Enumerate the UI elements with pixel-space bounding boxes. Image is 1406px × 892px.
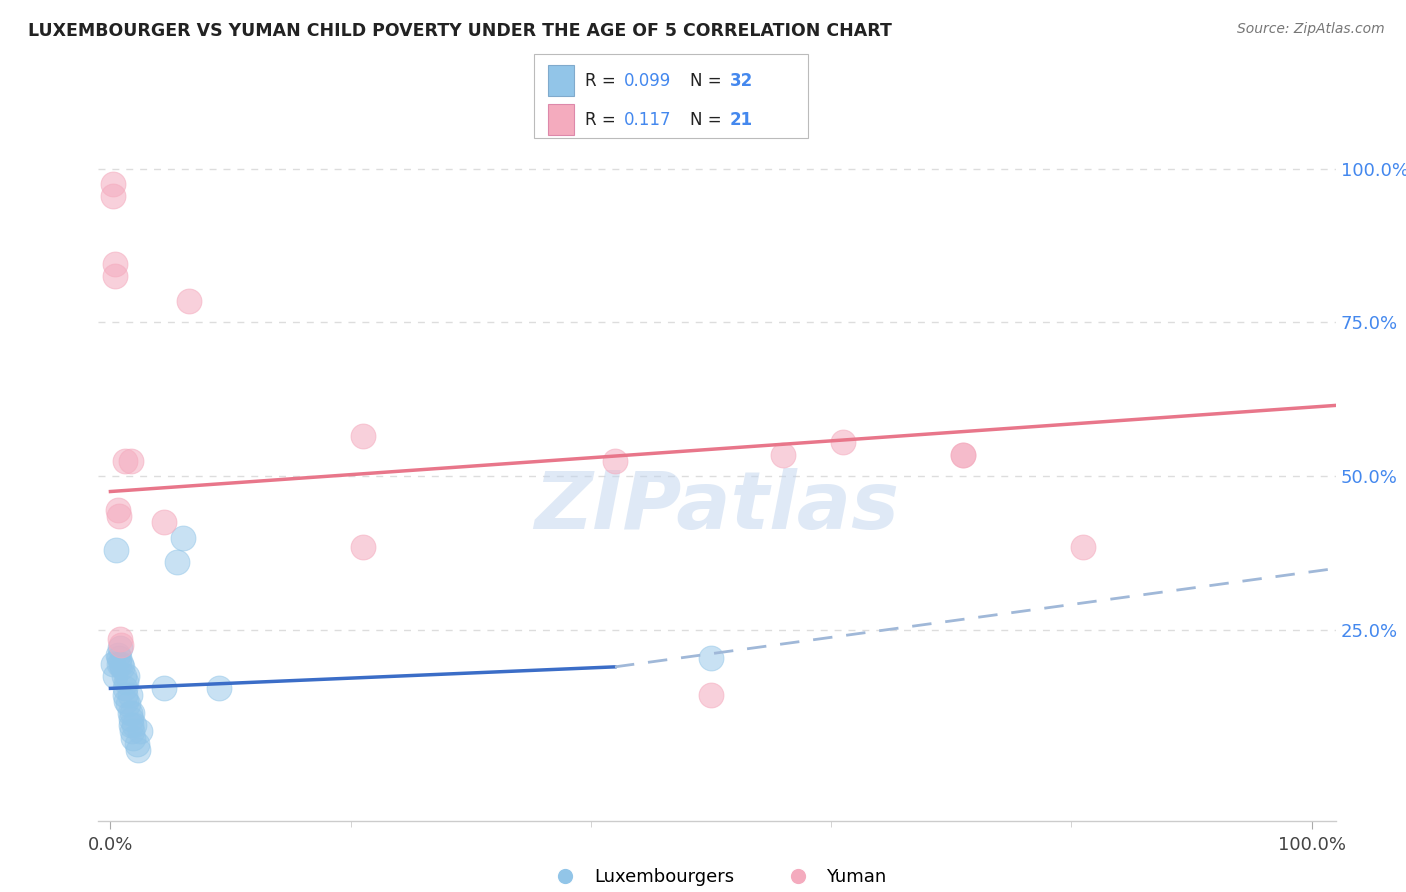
Point <box>108 657 131 671</box>
Point <box>125 737 148 751</box>
Point <box>114 454 136 468</box>
Text: R =: R = <box>585 71 621 89</box>
Point <box>101 177 124 191</box>
Point <box>118 688 141 702</box>
Point <box>952 448 974 462</box>
Point <box>120 718 142 732</box>
Text: N =: N = <box>690 111 727 128</box>
Text: 21: 21 <box>730 111 752 128</box>
Point <box>101 657 124 671</box>
Text: N =: N = <box>690 71 727 89</box>
Point <box>832 435 855 450</box>
Point <box>120 454 142 468</box>
Point <box>105 543 128 558</box>
Point <box>166 555 188 569</box>
Text: ZIPatlas: ZIPatlas <box>534 467 900 546</box>
Point <box>117 669 139 683</box>
Point <box>129 724 152 739</box>
Point <box>108 632 131 647</box>
Point <box>772 448 794 462</box>
Point <box>1073 540 1095 554</box>
Point <box>108 650 131 665</box>
Point <box>127 743 149 757</box>
Point <box>112 669 135 683</box>
Point <box>108 509 131 524</box>
Text: 0.117: 0.117 <box>624 111 672 128</box>
Legend: Luxembourgers, Yuman: Luxembourgers, Yuman <box>540 862 894 892</box>
Point <box>153 516 176 530</box>
Point <box>700 650 723 665</box>
Point <box>153 681 176 696</box>
Point <box>352 540 374 554</box>
Point <box>952 448 974 462</box>
Point <box>603 454 626 468</box>
Point <box>101 189 124 203</box>
Point <box>114 681 136 696</box>
Point <box>121 706 143 720</box>
Point <box>107 503 129 517</box>
Text: 0.099: 0.099 <box>624 71 672 89</box>
Point <box>121 724 143 739</box>
Point <box>104 669 127 683</box>
Point <box>115 675 138 690</box>
Point <box>120 712 142 726</box>
Point <box>107 648 129 662</box>
Point <box>104 269 127 284</box>
Point <box>207 681 229 696</box>
Point <box>110 638 132 652</box>
Text: 32: 32 <box>730 71 754 89</box>
Text: R =: R = <box>585 111 626 128</box>
Text: Source: ZipAtlas.com: Source: ZipAtlas.com <box>1237 22 1385 37</box>
Point <box>352 429 374 443</box>
Point <box>172 531 194 545</box>
Point <box>104 257 127 271</box>
Point <box>177 293 200 308</box>
Point <box>115 694 138 708</box>
Point <box>111 660 134 674</box>
Point <box>700 688 723 702</box>
Point <box>117 697 139 711</box>
Point <box>124 718 146 732</box>
Text: LUXEMBOURGER VS YUMAN CHILD POVERTY UNDER THE AGE OF 5 CORRELATION CHART: LUXEMBOURGER VS YUMAN CHILD POVERTY UNDE… <box>28 22 891 40</box>
Point <box>108 641 131 656</box>
Point <box>110 657 132 671</box>
Point <box>118 706 141 720</box>
Point <box>122 731 145 745</box>
Point <box>114 688 136 702</box>
